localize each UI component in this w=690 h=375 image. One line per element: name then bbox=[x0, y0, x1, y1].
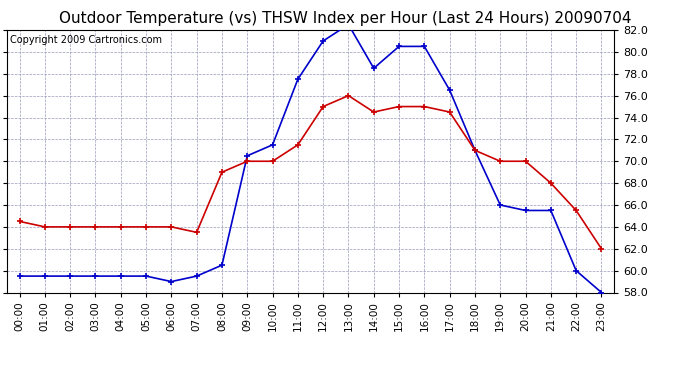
Text: Outdoor Temperature (vs) THSW Index per Hour (Last 24 Hours) 20090704: Outdoor Temperature (vs) THSW Index per … bbox=[59, 11, 631, 26]
Text: Copyright 2009 Cartronics.com: Copyright 2009 Cartronics.com bbox=[10, 35, 162, 45]
